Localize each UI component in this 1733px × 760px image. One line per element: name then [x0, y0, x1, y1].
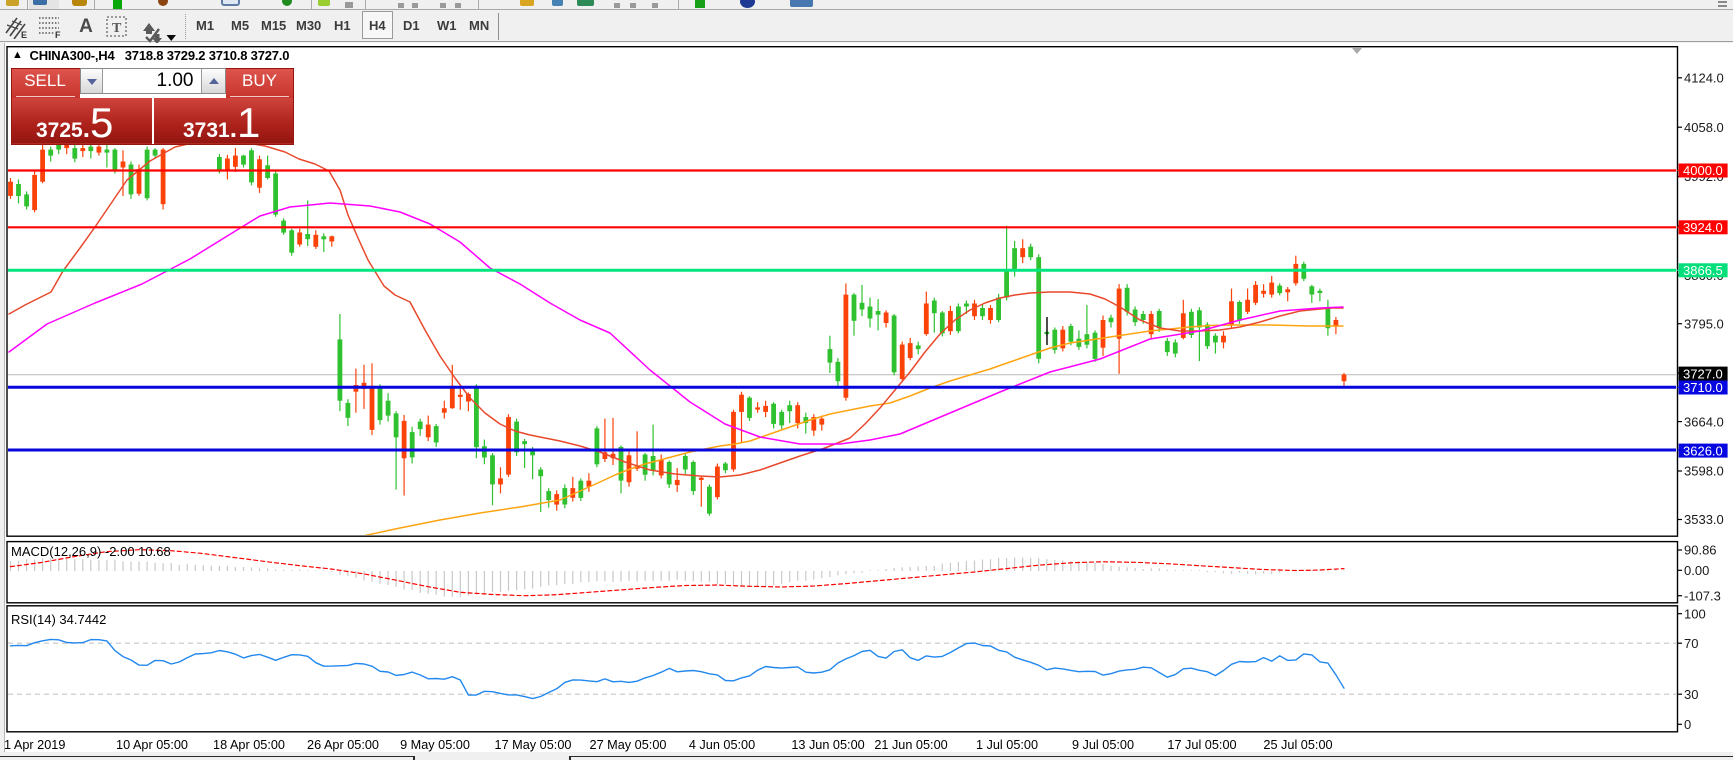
svg-text:70: 70 [1684, 636, 1698, 651]
svg-text:10 Apr 05:00: 10 Apr 05:00 [116, 738, 188, 752]
svg-text:RSI(14) 34.7442: RSI(14) 34.7442 [11, 612, 106, 627]
svg-text:3727.0: 3727.0 [1683, 366, 1723, 381]
svg-text:3710.0: 3710.0 [1683, 380, 1723, 395]
svg-text:MACD(12,26,9) -2.00 10.68: MACD(12,26,9) -2.00 10.68 [11, 544, 171, 559]
svg-text:4000.0: 4000.0 [1683, 163, 1723, 178]
svg-text:T: T [112, 21, 122, 36]
svg-text:0: 0 [1684, 717, 1691, 732]
svg-text:F: F [55, 30, 61, 39]
svg-text:30: 30 [1684, 687, 1698, 702]
svg-text:3664.0: 3664.0 [1684, 414, 1724, 429]
svg-text:E: E [21, 30, 27, 39]
svg-text:3795.0: 3795.0 [1684, 316, 1724, 331]
svg-text:17 Jul 05:00: 17 Jul 05:00 [1167, 738, 1236, 752]
svg-text:3533.0: 3533.0 [1684, 512, 1724, 527]
svg-text:-107.3: -107.3 [1684, 588, 1721, 603]
svg-text:4058.0: 4058.0 [1684, 120, 1724, 135]
svg-text:17 May 05:00: 17 May 05:00 [495, 738, 572, 752]
svg-text:18 Apr 05:00: 18 Apr 05:00 [213, 738, 285, 752]
svg-text:13 Jun 05:00: 13 Jun 05:00 [791, 738, 864, 752]
svg-text:4 Jun 05:00: 4 Jun 05:00 [689, 738, 755, 752]
svg-text:100: 100 [1684, 606, 1706, 621]
svg-text:9 Jul 05:00: 9 Jul 05:00 [1072, 738, 1134, 752]
svg-text:3598.0: 3598.0 [1684, 464, 1724, 479]
svg-text:3924.0: 3924.0 [1683, 220, 1723, 235]
svg-text:21 Jun 05:00: 21 Jun 05:00 [874, 738, 947, 752]
svg-text:3626.0: 3626.0 [1683, 443, 1723, 458]
svg-text:1 Apr 2019: 1 Apr 2019 [4, 738, 65, 752]
svg-text:4124.0: 4124.0 [1684, 71, 1724, 86]
svg-text:1 Jul 05:00: 1 Jul 05:00 [976, 738, 1038, 752]
svg-text:26 Apr 05:00: 26 Apr 05:00 [307, 738, 379, 752]
svg-text:3866.5: 3866.5 [1683, 263, 1723, 278]
svg-text:90.86: 90.86 [1684, 543, 1717, 558]
svg-text:0.00: 0.00 [1684, 563, 1709, 578]
svg-text:9 May 05:00: 9 May 05:00 [400, 738, 470, 752]
svg-text:27 May 05:00: 27 May 05:00 [590, 738, 667, 752]
svg-text:25 Jul 05:00: 25 Jul 05:00 [1263, 738, 1332, 752]
